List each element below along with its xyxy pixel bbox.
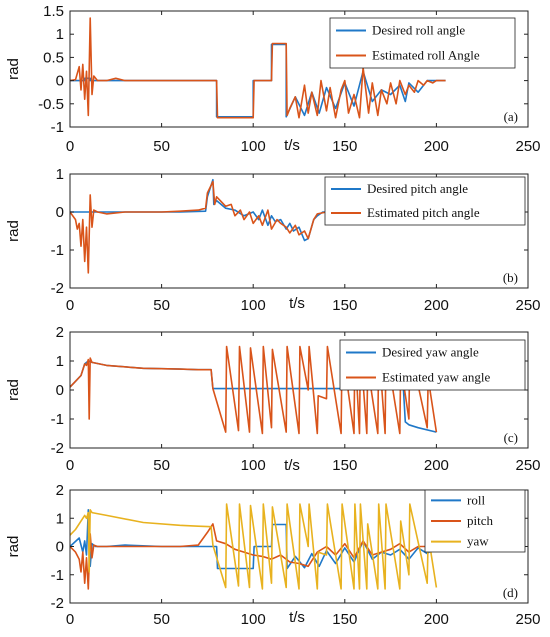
y-tick-label: -1 <box>51 567 64 584</box>
series-line <box>70 503 438 590</box>
plot-frame <box>69 173 529 289</box>
chart-panel: 0 50 100 150 200 250 -2 -1 0 1 rad t/s Desired pitch… <box>5 166 541 314</box>
legend-entry: Estimated roll Angle <box>372 48 480 63</box>
legend-box <box>324 176 526 226</box>
y-tick-label: 1.5 <box>43 3 64 20</box>
x-tick-label: 200 <box>424 138 449 155</box>
y-tick-label: 0 <box>56 539 64 556</box>
chart-panel: 0 50 100 150 200 250 -1 -0.5 0 0.5 1 1.5 rad t/s Desir… <box>5 3 541 155</box>
x-tick-label: 50 <box>153 297 170 314</box>
x-tick-label: 250 <box>515 138 540 155</box>
plot-frame <box>69 10 529 128</box>
y-tick-label: 1 <box>56 353 64 370</box>
legend: Desired pitch angle Estimated pitch angle <box>324 176 526 226</box>
legend-entry: Desired yaw angle <box>382 345 479 360</box>
x-tick-label: 150 <box>332 297 357 314</box>
legend-entry: yaw <box>467 534 489 549</box>
series-line <box>70 17 446 119</box>
y-tick-label: 1 <box>56 510 64 527</box>
panel-label: (a) <box>504 109 518 124</box>
y-tick-label: 2 <box>56 482 64 499</box>
x-tick-label: 0 <box>66 138 74 155</box>
y-tick-label: 0 <box>56 73 64 90</box>
y-tick-label: -0.5 <box>38 96 64 113</box>
x-tick-label: 50 <box>153 457 170 474</box>
x-tick-label: 50 <box>153 138 170 155</box>
x-tick-label: 200 <box>424 297 449 314</box>
x-tick-label: 100 <box>241 297 266 314</box>
series-group <box>70 503 438 590</box>
y-tick-label: -1 <box>51 242 64 259</box>
legend-entry: Estimated pitch angle <box>367 205 480 220</box>
panel-label: (b) <box>503 270 518 285</box>
y-axis-label: rad <box>5 379 22 401</box>
x-tick-label: 50 <box>153 611 170 628</box>
x-axis-label: t/s <box>284 137 300 154</box>
x-tick-label: 250 <box>515 611 540 628</box>
y-tick-label: 1 <box>56 26 64 43</box>
y-tick-label: 0 <box>56 204 64 221</box>
y-tick-label: 0.5 <box>43 49 64 66</box>
legend: roll pitch yaw <box>424 489 526 553</box>
legend-box <box>329 17 516 69</box>
x-tick-label: 200 <box>424 457 449 474</box>
y-tick-label: -2 <box>51 280 64 297</box>
y-axis-label: rad <box>5 58 22 80</box>
x-axis-label: t/s <box>289 295 305 312</box>
x-tick-label: 0 <box>66 457 74 474</box>
legend-entry: Desired roll angle <box>372 23 465 38</box>
series-group <box>70 17 446 119</box>
y-tick-label: -2 <box>51 440 64 457</box>
y-axis-label: rad <box>5 220 22 242</box>
x-tick-label: 0 <box>66 611 74 628</box>
y-tick-label: -1 <box>51 119 64 136</box>
chart-panel: 0 50 100 150 200 250 -2 -1 0 1 2 rad t/s Desired yaw … <box>5 324 541 474</box>
y-tick-label: 1 <box>56 166 64 183</box>
panel-label: (c) <box>504 430 518 445</box>
y-axis-label: rad <box>5 536 22 558</box>
y-tick-label: -2 <box>51 595 64 612</box>
y-tick-label: -1 <box>51 411 64 428</box>
x-axis-label: t/s <box>284 457 300 474</box>
x-axis-label: t/s <box>289 609 305 626</box>
legend-entry: Desired pitch angle <box>367 181 468 196</box>
x-tick-label: 100 <box>241 138 266 155</box>
x-tick-label: 0 <box>66 297 74 314</box>
legend-box <box>339 339 526 391</box>
x-tick-label: 150 <box>332 138 357 155</box>
x-tick-label: 150 <box>332 457 357 474</box>
legend-entry: roll <box>467 492 485 507</box>
x-tick-label: 250 <box>515 457 540 474</box>
x-tick-label: 250 <box>515 297 540 314</box>
panel-label: (d) <box>503 585 518 600</box>
legend-entry: pitch <box>467 513 493 528</box>
y-tick-label: 2 <box>56 324 64 341</box>
x-tick-label: 200 <box>424 611 449 628</box>
legend: Desired yaw angle Estimated yaw angle <box>339 339 526 391</box>
x-tick-label: 100 <box>241 457 266 474</box>
x-tick-label: 100 <box>241 611 266 628</box>
chart-panel: 0 50 100 150 200 250 -2 -1 0 1 2 rad t/s roll pitch yaw… <box>5 482 541 628</box>
series-line <box>70 180 446 274</box>
legend-entry: Estimated yaw angle <box>382 370 491 385</box>
x-tick-label: 150 <box>332 611 357 628</box>
legend: Desired roll angle Estimated roll Angle <box>329 17 516 69</box>
y-tick-label: 0 <box>56 382 64 399</box>
